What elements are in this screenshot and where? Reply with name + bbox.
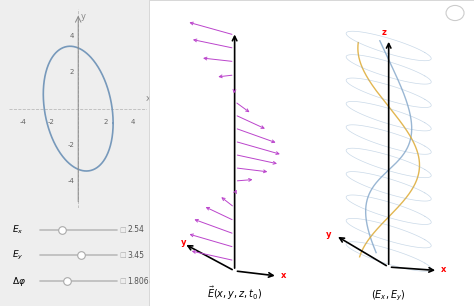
Text: 1.80642: 1.80642 bbox=[128, 277, 159, 285]
Text: $E_x$: $E_x$ bbox=[12, 223, 24, 236]
Text: y: y bbox=[81, 12, 86, 21]
Text: -4: -4 bbox=[67, 178, 74, 184]
Text: -2: -2 bbox=[47, 119, 54, 125]
Text: $E_y$: $E_y$ bbox=[12, 249, 24, 262]
Text: z: z bbox=[382, 28, 387, 37]
Text: $\vec{E}(x, y, z, t_0)$: $\vec{E}(x, y, z, t_0)$ bbox=[207, 284, 262, 302]
Text: □: □ bbox=[119, 252, 126, 258]
Text: 2: 2 bbox=[70, 69, 74, 76]
Text: $(E_x, E_y)$: $(E_x, E_y)$ bbox=[371, 288, 406, 303]
Text: 4: 4 bbox=[70, 33, 74, 39]
Text: 2.54: 2.54 bbox=[128, 225, 145, 234]
Text: -4: -4 bbox=[20, 119, 27, 125]
Text: x: x bbox=[441, 265, 447, 274]
Text: □: □ bbox=[119, 278, 126, 284]
Text: x: x bbox=[281, 271, 286, 280]
Text: y: y bbox=[326, 230, 332, 239]
Text: x: x bbox=[146, 94, 151, 103]
Text: 4: 4 bbox=[131, 119, 136, 125]
FancyBboxPatch shape bbox=[149, 0, 474, 306]
Text: 2: 2 bbox=[103, 119, 108, 125]
Text: 3.45: 3.45 bbox=[128, 251, 145, 260]
Text: □: □ bbox=[119, 227, 126, 233]
Text: -2: -2 bbox=[67, 142, 74, 148]
Text: $\Delta\varphi$: $\Delta\varphi$ bbox=[12, 274, 26, 288]
Text: y: y bbox=[181, 238, 186, 247]
